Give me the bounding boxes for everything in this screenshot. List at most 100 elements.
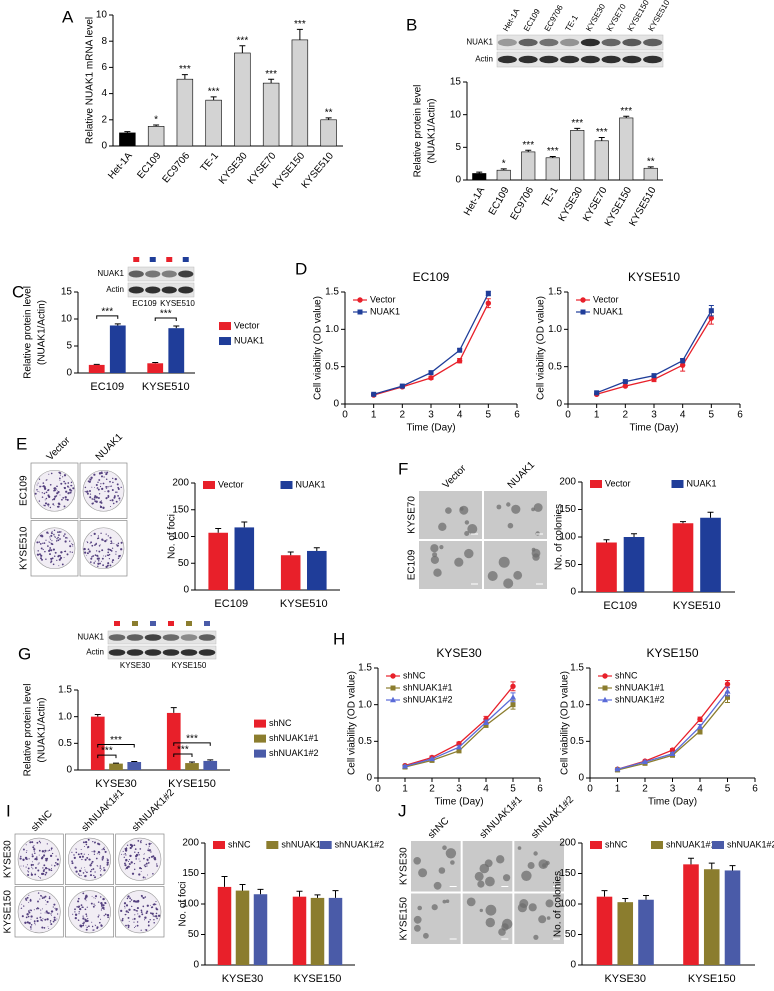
focus-dot (44, 499, 46, 501)
focus-dot (64, 482, 67, 485)
y-tick-label: 5 (66, 341, 72, 352)
focus-dot (136, 907, 139, 910)
focus-dot (87, 480, 90, 483)
focus-dot (138, 854, 140, 856)
focus-dot (84, 874, 87, 878)
x-tick-label: 4 (697, 784, 703, 795)
focus-dot (80, 904, 83, 907)
focus-dot (135, 925, 137, 927)
legend-swatch (254, 749, 266, 758)
y-tick-label: 15 (61, 287, 73, 298)
focus-dot (135, 900, 137, 902)
focus-dot (102, 482, 105, 485)
focus-dot (156, 908, 159, 911)
focus-dot (146, 910, 149, 913)
focus-dot (88, 550, 91, 553)
focus-dot (126, 897, 129, 900)
focus-dot (20, 907, 22, 909)
colony (438, 522, 447, 531)
y-axis-label: Cell viability (OD value) (347, 671, 358, 775)
focus-dot (105, 539, 107, 541)
focus-dot (38, 849, 41, 852)
significance-label: ** (325, 107, 333, 118)
micrograph (419, 541, 482, 589)
focus-dot (97, 916, 99, 918)
colony (430, 555, 439, 565)
focus-dot (37, 490, 39, 493)
focus-dot (34, 873, 37, 876)
focus-dot (91, 851, 93, 853)
focus-dot (28, 858, 30, 860)
focus-dot (53, 529, 56, 531)
focus-dot (88, 925, 90, 928)
focus-dot (116, 544, 119, 547)
blot-band (560, 38, 580, 47)
focus-dot (138, 915, 141, 918)
data-point (651, 373, 657, 379)
focus-dot (54, 551, 57, 554)
focus-dot (81, 855, 84, 858)
blot-band (601, 55, 621, 64)
x-tick-label: KYSE510 (142, 381, 190, 393)
focus-dot (109, 536, 112, 539)
bar (292, 896, 307, 965)
focus-dot (53, 489, 55, 492)
bar (596, 542, 617, 592)
focus-dot (41, 485, 43, 487)
focus-dot (153, 915, 155, 917)
focus-dot (86, 492, 89, 495)
focus-dot (84, 869, 86, 871)
focus-dot (41, 856, 44, 859)
focus-dot (41, 850, 45, 853)
focus-dot (73, 854, 75, 856)
focus-dot (101, 849, 103, 851)
y-tick-label: 0 (578, 773, 584, 784)
x-tick-label: 2 (623, 410, 629, 421)
x-tick-label: 4 (483, 784, 489, 795)
focus-dot (45, 899, 46, 901)
focus-dot (144, 865, 146, 868)
focus-dot (124, 847, 127, 850)
focus-dot (133, 844, 136, 847)
focus-dot (82, 841, 85, 844)
focus-dot (147, 924, 150, 927)
focus-dot (48, 541, 50, 543)
focus-dot (39, 485, 42, 488)
focus-dot (140, 867, 142, 870)
focus-dot (87, 847, 89, 849)
series-line (596, 317, 712, 395)
y-tick-label: 100 (172, 531, 189, 542)
blot-lane-label: KYSE30 (584, 2, 607, 33)
focus-dot (49, 553, 51, 556)
focus-dot (48, 868, 51, 871)
chart-title: KYSE150 (646, 646, 698, 660)
focus-dot (155, 903, 157, 905)
focus-dot (36, 488, 38, 491)
focus-dot (137, 913, 139, 915)
focus-dot (75, 851, 78, 854)
focus-dot (54, 907, 56, 909)
focus-dot (71, 851, 73, 853)
focus-dot (25, 897, 27, 900)
focus-dot (97, 488, 100, 491)
legend-label: shNUAK1#1 (269, 733, 319, 743)
focus-dot (48, 897, 51, 900)
focus-dot (76, 905, 79, 908)
focus-dot (156, 865, 159, 867)
focus-dot (147, 847, 149, 849)
focus-dot (19, 857, 22, 860)
focus-dot (133, 863, 136, 865)
focus-dot (110, 542, 113, 544)
focus-dot (111, 499, 114, 502)
focus-dot (155, 912, 158, 915)
focus-dot (103, 846, 105, 848)
focus-dot (94, 560, 96, 562)
focus-dot (34, 924, 36, 926)
focus-dot (89, 874, 93, 877)
focus-dot (116, 483, 119, 486)
focus-dot (60, 551, 63, 554)
focus-dot (100, 500, 102, 502)
focus-dot (58, 534, 60, 536)
y-tick-label: 0 (333, 399, 339, 410)
focus-dot (30, 909, 32, 911)
